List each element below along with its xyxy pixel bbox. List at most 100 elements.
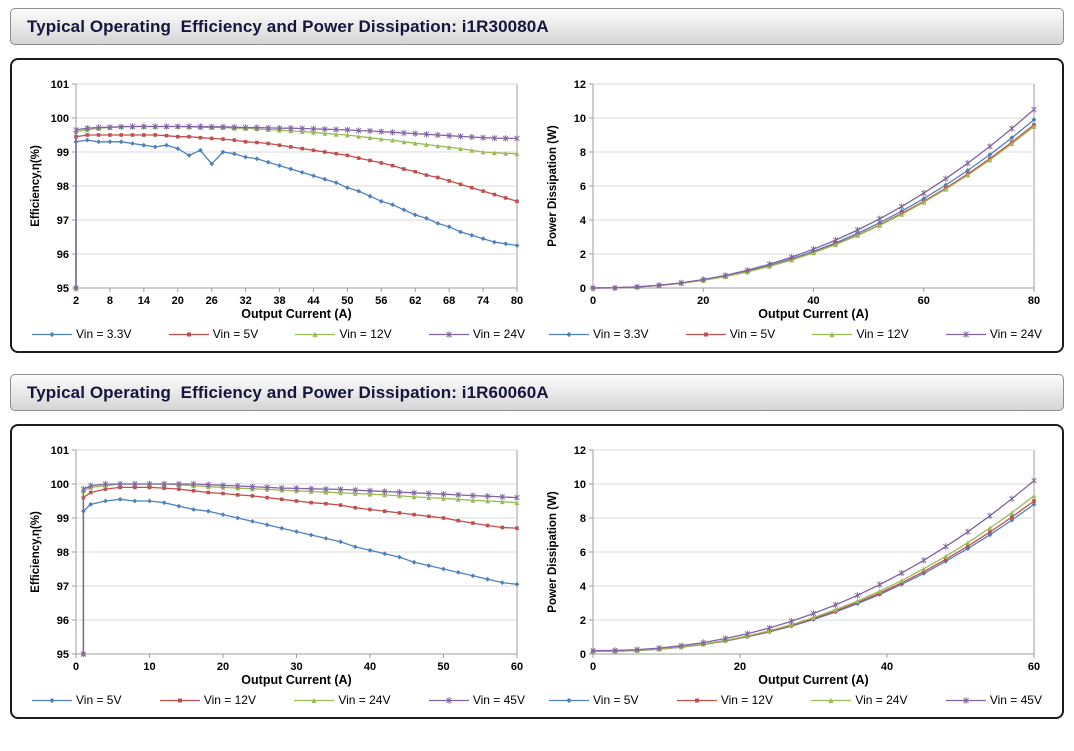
marker-diamond-icon (382, 551, 388, 557)
marker-xstar-icon (396, 489, 403, 496)
efficiency-chart: 95 96 97 98 99 100 101 2 8 14 20 26 32 38 44 50 56 62 68 74… (30, 79, 523, 321)
marker-xstar-icon (965, 160, 971, 167)
y-tick-label: 97 (57, 215, 69, 227)
y-tick-label: 8 (580, 147, 586, 159)
marker-diamond-icon (279, 525, 285, 531)
legend-label: Vin = 5V (212, 327, 259, 341)
marker-diamond-icon (175, 146, 181, 151)
y-tick-label: 12 (574, 79, 586, 91)
x-axis-label: Output Current (A) (241, 673, 351, 687)
marker-square-icon (232, 138, 237, 142)
marker-triangle-icon (829, 331, 836, 337)
marker-xstar-icon (898, 203, 905, 210)
marker-xstar-icon (367, 127, 373, 135)
marker-triangle-icon (435, 143, 441, 149)
marker-triangle-icon (352, 491, 358, 496)
marker-triangle-icon (345, 132, 350, 138)
x-tick-label: 40 (364, 661, 376, 673)
marker-diamond-icon (198, 147, 203, 153)
marker-xstar-icon (514, 494, 520, 501)
marker-xstar-icon (722, 635, 729, 642)
marker-square-icon (324, 501, 328, 506)
marker-square-icon (176, 134, 180, 139)
marker-square-icon (481, 189, 485, 193)
marker-diamond-icon (470, 573, 476, 579)
marker-xstar-icon (788, 254, 795, 261)
marker-xstar-icon (231, 124, 238, 131)
marker-xstar-icon (502, 135, 509, 142)
marker-diamond-icon (264, 522, 270, 528)
x-tick-label: 26 (206, 295, 218, 307)
marker-square-icon (503, 196, 508, 200)
marker-xstar-icon (612, 284, 618, 291)
marker-triangle-icon (469, 147, 475, 153)
marker-diamond-icon (965, 168, 971, 173)
marker-xstar-icon (322, 126, 328, 133)
marker-xstar-icon (457, 133, 464, 140)
marker-xstar-icon (766, 624, 773, 632)
marker-diamond-icon (367, 547, 373, 553)
marker-xstar-icon (744, 267, 751, 274)
marker-square-icon (266, 141, 270, 146)
marker-square-icon (255, 140, 259, 145)
marker-triangle-icon (390, 137, 395, 143)
marker-xstar-icon (220, 482, 226, 489)
marker-square-icon (311, 148, 316, 153)
marker-square-icon (397, 511, 402, 515)
y-tick-label: 95 (57, 649, 69, 661)
legend-swatch-icon (32, 331, 72, 337)
x-tick-label: 8 (107, 295, 113, 307)
marker-square-icon (147, 485, 152, 490)
marker-xstar-icon (788, 618, 795, 625)
power-dissipation-chart: 0 2 4 6 8 10 12 0 20 40 60 80 Output Current (A) Powe… (547, 79, 1040, 321)
section-title-bar: Typical Operating Efficiency and Power D… (10, 8, 1064, 45)
marker-xstar-icon (876, 215, 883, 222)
marker-xstar-icon (1009, 125, 1015, 132)
marker-triangle-icon (921, 199, 927, 205)
marker-square-icon (277, 143, 282, 147)
marker-square-icon (198, 135, 203, 140)
x-tick-label: 60 (918, 295, 930, 307)
marker-square-icon (368, 507, 372, 512)
marker-xstar-icon (480, 134, 486, 141)
marker-diamond-icon (333, 180, 339, 185)
marker-xstar-icon (469, 133, 475, 141)
marker-triangle-icon (455, 496, 461, 502)
marker-square-icon (988, 530, 992, 534)
marker-square-icon (413, 169, 417, 174)
marker-xstar-icon (1031, 106, 1037, 113)
legend: Vin = 3.3V Vin = 5V Vin = 12V Vin = 24V (537, 327, 1054, 341)
marker-triangle-icon (965, 172, 971, 178)
marker-square-icon (966, 544, 970, 548)
marker-triangle-icon (367, 491, 373, 497)
marker-diamond-icon (176, 503, 182, 509)
marker-diamond-icon (441, 566, 446, 572)
marker-diamond-icon (107, 139, 113, 145)
x-tick-label: 14 (138, 295, 151, 307)
marker-diamond-icon (367, 193, 373, 199)
marker-xstar-icon (118, 123, 124, 130)
marker-xstar-icon (810, 610, 817, 617)
marker-diamond-icon (294, 529, 299, 534)
section-i1r30080a: Typical Operating Efficiency and Power D… (10, 8, 1064, 353)
marker-diamond-icon (499, 580, 505, 585)
x-tick-label: 68 (443, 295, 455, 307)
marker-xstar-icon (634, 283, 640, 290)
marker-diamond-icon (435, 221, 441, 226)
marker-square-icon (294, 499, 299, 503)
x-tick-label: 2 (73, 295, 79, 307)
x-axis-label: Output Current (A) (758, 673, 868, 687)
legend-label: Vin = 45V (989, 693, 1042, 707)
marker-diamond-icon (492, 239, 497, 245)
series-line (82, 486, 518, 654)
marker-square-icon (323, 150, 327, 154)
legend-label: Vin = 12V (856, 327, 909, 341)
marker-square-icon (424, 173, 429, 177)
marker-square-icon (164, 133, 169, 138)
section-title: Typical Operating Efficiency and Power D… (27, 16, 549, 36)
marker-diamond-icon (265, 159, 271, 165)
marker-xstar-icon (73, 126, 79, 134)
marker-triangle-icon (470, 497, 476, 503)
marker-square-icon (402, 167, 406, 171)
